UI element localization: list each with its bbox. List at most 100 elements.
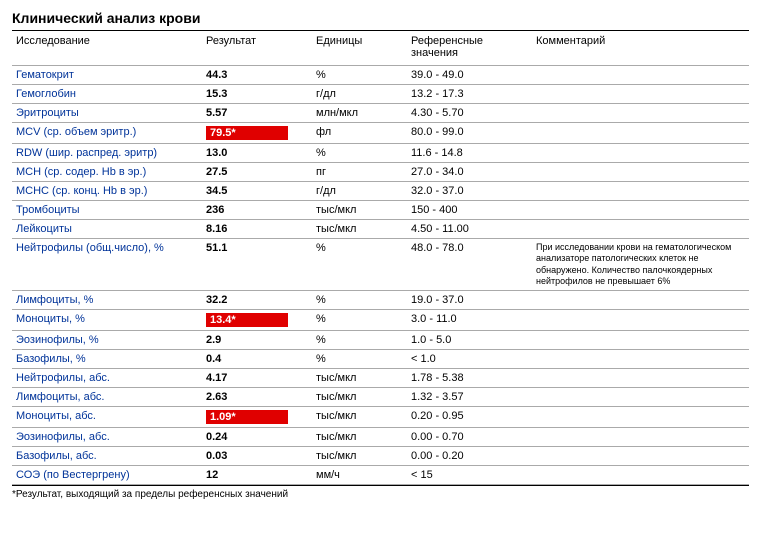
units-cell: млн/мкл: [312, 104, 407, 123]
result-cell: 2.63: [202, 388, 312, 407]
table-row: Нейтрофилы, абс.4.17тыс/мкл1.78 - 5.38: [12, 369, 749, 388]
col-result: Результат: [202, 31, 312, 66]
reference-cell: 13.2 - 17.3: [407, 85, 532, 104]
units-cell: %: [312, 331, 407, 350]
test-name-cell: RDW (шир. распред. эритр): [12, 144, 202, 163]
comment-cell: [532, 85, 749, 104]
reference-cell: 80.0 - 99.0: [407, 123, 532, 144]
table-row: Эозинофилы, абс. 0.24тыс/мкл0.00 - 0.70: [12, 428, 749, 447]
table-row: Эозинофилы, % 2.9%1.0 - 5.0: [12, 331, 749, 350]
test-name-cell: Базофилы, абс.: [12, 447, 202, 466]
reference-cell: 4.50 - 11.00: [407, 220, 532, 239]
comment-cell: [532, 123, 749, 144]
test-name-cell: Эритроциты: [12, 104, 202, 123]
table-row: MCH (ср. содер. Hb в эр.)27.5пг27.0 - 34…: [12, 163, 749, 182]
test-name-link[interactable]: Базофилы, %: [16, 353, 86, 365]
test-name-link[interactable]: Эозинофилы, %: [16, 334, 99, 346]
test-name-cell: Тромбоциты: [12, 201, 202, 220]
result-cell: 32.2: [202, 291, 312, 310]
result-cell: 0.4: [202, 350, 312, 369]
reference-cell: 0.00 - 0.70: [407, 428, 532, 447]
test-name-link[interactable]: Моноциты, %: [16, 313, 85, 325]
result-cell: 0.24: [202, 428, 312, 447]
reference-cell: 0.00 - 0.20: [407, 447, 532, 466]
test-name-link[interactable]: Нейтрофилы, абс.: [16, 372, 110, 384]
units-cell: тыс/мкл: [312, 447, 407, 466]
result-cell: 27.5: [202, 163, 312, 182]
table-row: Моноциты, абс.1.09*тыс/мкл0.20 - 0.95: [12, 407, 749, 428]
table-row: Тромбоциты236тыс/мкл150 - 400: [12, 201, 749, 220]
result-cell: 2.9: [202, 331, 312, 350]
reference-cell: < 1.0: [407, 350, 532, 369]
units-cell: %: [312, 350, 407, 369]
comment-cell: При исследовании крови на гематологическ…: [532, 239, 749, 291]
reference-cell: 1.0 - 5.0: [407, 331, 532, 350]
col-units: Единицы: [312, 31, 407, 66]
comment-cell: [532, 104, 749, 123]
units-cell: %: [312, 144, 407, 163]
test-name-link[interactable]: RDW (шир. распред. эритр): [16, 147, 157, 159]
test-name-cell: СОЭ (по Вестергрену): [12, 466, 202, 485]
table-header-row: Исследование Результат Единицы Референсн…: [12, 31, 749, 66]
table-row: RDW (шир. распред. эритр)13.0%11.6 - 14.…: [12, 144, 749, 163]
comment-cell: [532, 291, 749, 310]
units-cell: %: [312, 66, 407, 85]
test-name-link[interactable]: СОЭ (по Вестергрену): [16, 469, 130, 481]
units-cell: тыс/мкл: [312, 388, 407, 407]
test-name-link[interactable]: Эритроциты: [16, 107, 79, 119]
units-cell: г/дл: [312, 182, 407, 201]
test-name-link[interactable]: Нейтрофилы (общ.число), %: [16, 242, 164, 254]
comment-cell: [532, 144, 749, 163]
test-name-link[interactable]: MCH (ср. содер. Hb в эр.): [16, 166, 146, 178]
units-cell: г/дл: [312, 85, 407, 104]
result-cell: 13.0: [202, 144, 312, 163]
units-cell: тыс/мкл: [312, 201, 407, 220]
test-name-cell: Базофилы, %: [12, 350, 202, 369]
col-reference: Референсные значения: [407, 31, 532, 66]
reference-cell: 0.20 - 0.95: [407, 407, 532, 428]
comment-cell: [532, 201, 749, 220]
test-name-link[interactable]: Лимфоциты, абс.: [16, 391, 104, 403]
test-name-link[interactable]: MCV (ср. объем эритр.): [16, 126, 136, 138]
comment-cell: [532, 220, 749, 239]
test-name-cell: Эозинофилы, %: [12, 331, 202, 350]
comment-cell: [532, 182, 749, 201]
reference-cell: 150 - 400: [407, 201, 532, 220]
test-name-cell: MCV (ср. объем эритр.): [12, 123, 202, 144]
test-name-link[interactable]: Базофилы, абс.: [16, 450, 97, 462]
col-comment: Комментарий: [532, 31, 749, 66]
result-cell: 15.3: [202, 85, 312, 104]
result-cell: 13.4*: [202, 310, 312, 331]
test-name-link[interactable]: Лейкоциты: [16, 223, 72, 235]
units-cell: тыс/мкл: [312, 428, 407, 447]
result-cell: 34.5: [202, 182, 312, 201]
table-row: Гематокрит44.3%39.0 - 49.0: [12, 66, 749, 85]
test-name-link[interactable]: Гематокрит: [16, 69, 74, 81]
result-cell: 12: [202, 466, 312, 485]
comment-cell: [532, 66, 749, 85]
units-cell: тыс/мкл: [312, 369, 407, 388]
comment-cell: [532, 310, 749, 331]
test-name-link[interactable]: Гемоглобин: [16, 88, 76, 100]
test-name-cell: MCHC (ср. конц. Hb в эр.): [12, 182, 202, 201]
comment-cell: [532, 447, 749, 466]
comment-cell: [532, 350, 749, 369]
units-cell: мм/ч: [312, 466, 407, 485]
reference-cell: 1.32 - 3.57: [407, 388, 532, 407]
table-row: Моноциты, %13.4*%3.0 - 11.0: [12, 310, 749, 331]
test-name-link[interactable]: Лимфоциты, %: [16, 294, 93, 306]
col-test: Исследование: [12, 31, 202, 66]
comment-cell: [532, 163, 749, 182]
units-cell: %: [312, 310, 407, 331]
units-cell: фл: [312, 123, 407, 144]
reference-cell: 4.30 - 5.70: [407, 104, 532, 123]
test-name-link[interactable]: Моноциты, абс.: [16, 410, 96, 422]
table-row: СОЭ (по Вестергрену) 12мм/ч< 15: [12, 466, 749, 485]
test-name-cell: Гемоглобин: [12, 85, 202, 104]
test-name-link[interactable]: Эозинофилы, абс.: [16, 431, 110, 443]
test-name-link[interactable]: Тромбоциты: [16, 204, 80, 216]
table-row: Базофилы, % 0.4%< 1.0: [12, 350, 749, 369]
reference-cell: < 15: [407, 466, 532, 485]
test-name-link[interactable]: MCHC (ср. конц. Hb в эр.): [16, 185, 147, 197]
test-name-cell: MCH (ср. содер. Hb в эр.): [12, 163, 202, 182]
